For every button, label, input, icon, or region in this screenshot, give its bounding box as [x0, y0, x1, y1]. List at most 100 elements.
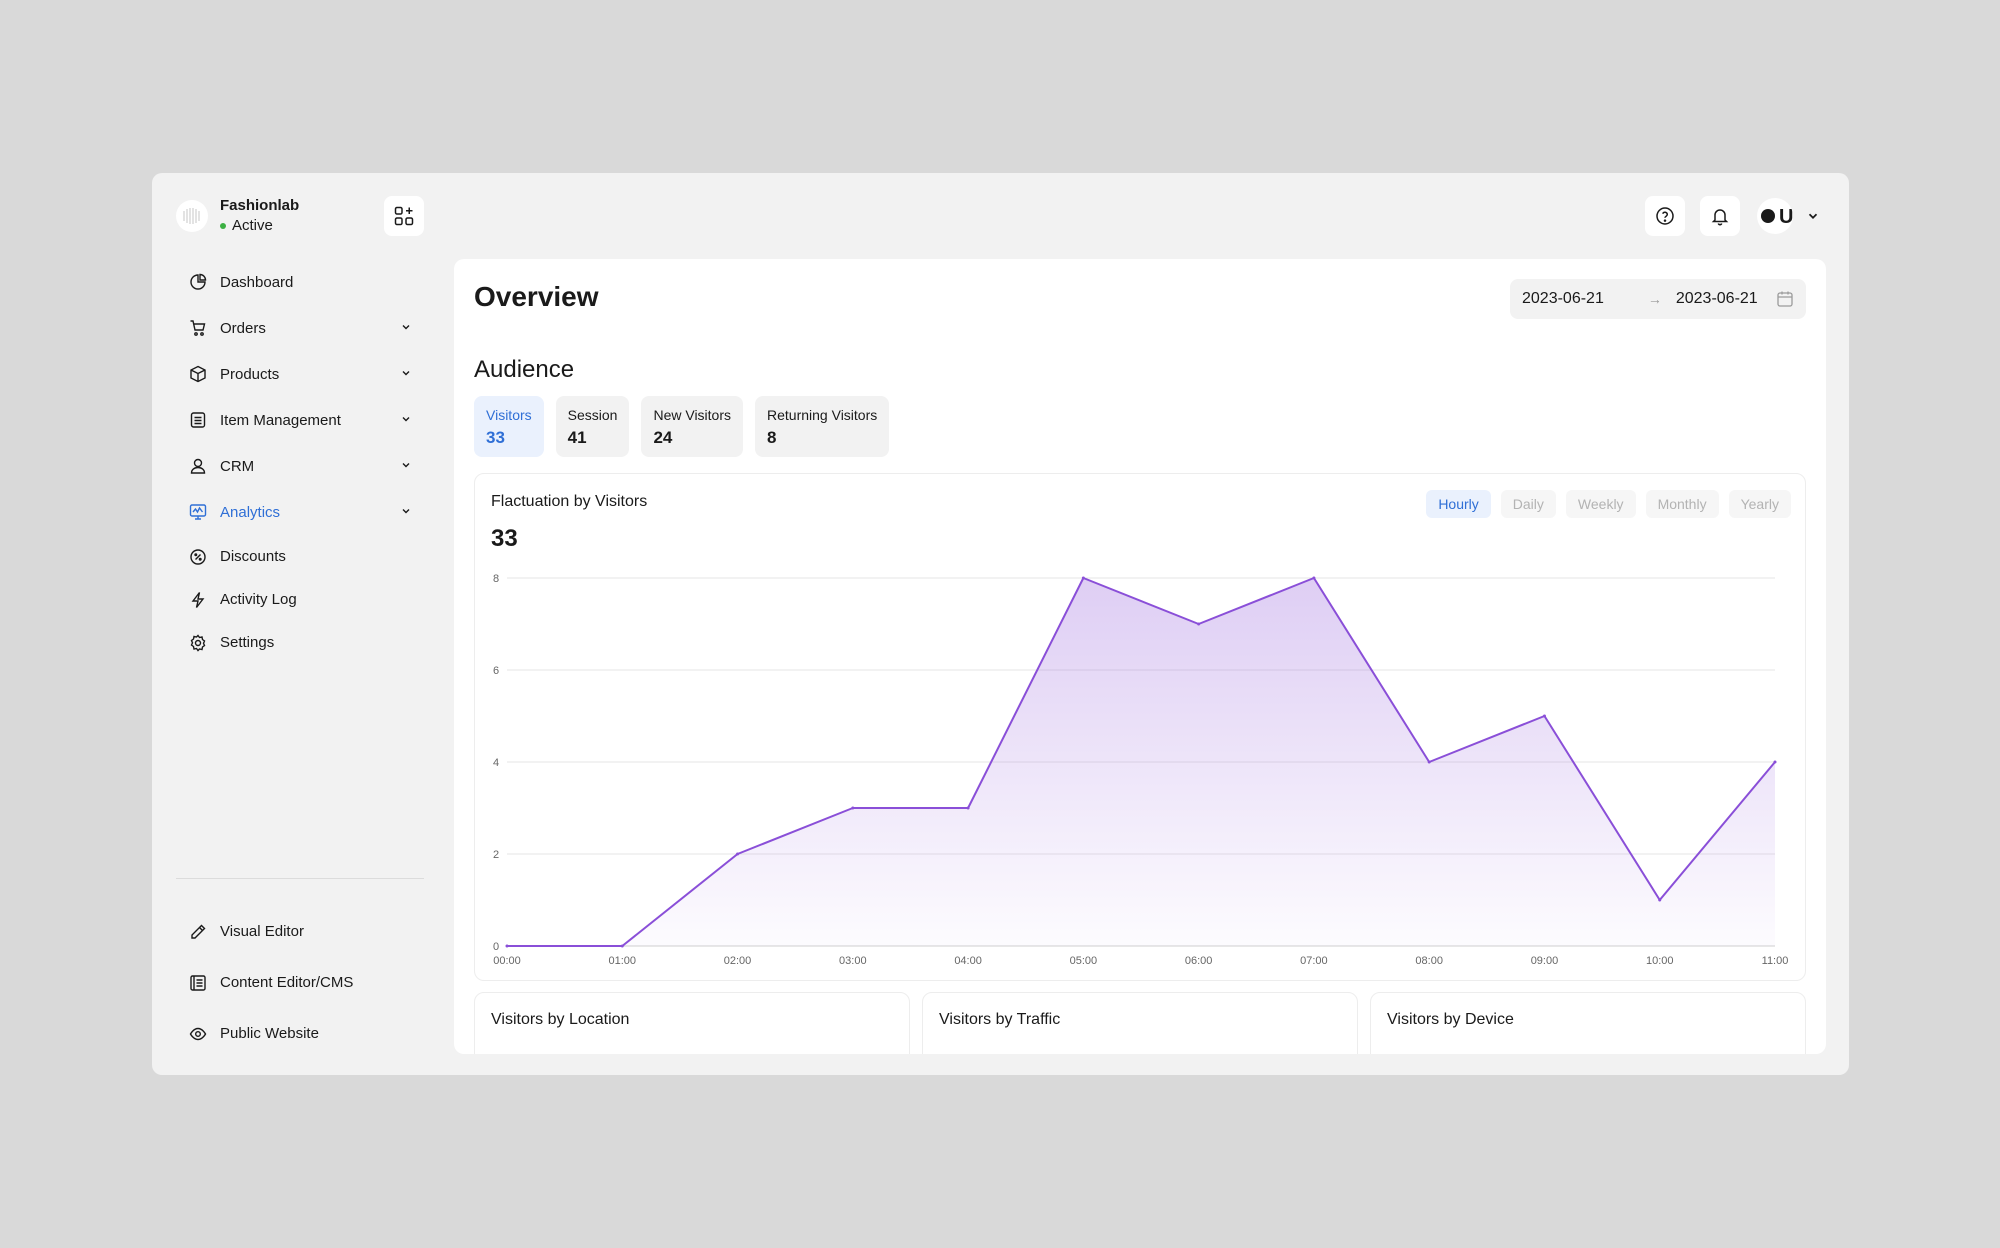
x-tick-label: 03:00	[839, 955, 867, 967]
sidebar-item-crm[interactable]: CRM	[176, 443, 424, 489]
sidebar-item-visual-editor[interactable]: Visual Editor	[176, 906, 424, 957]
sidebar-item-dashboard[interactable]: Dashboard	[176, 259, 424, 305]
pie-chart-icon	[188, 272, 208, 292]
period-tab-yearly[interactable]: Yearly	[1728, 490, 1791, 518]
x-tick-label: 11:00	[1762, 955, 1789, 967]
cms-icon	[188, 973, 208, 993]
period-tab-daily[interactable]: Daily	[1500, 490, 1556, 518]
sidebar-item-item-management[interactable]: Item Management	[176, 397, 424, 443]
y-tick-label: 8	[493, 573, 499, 585]
brand-status: Active	[220, 217, 299, 234]
notifications-button[interactable]	[1700, 196, 1740, 236]
visitors-chart-card: 0 2 4 6 8 00:00 01:00 02:00 03:00 04:00 05:00 06:00…	[474, 473, 1806, 981]
calendar-icon[interactable]	[1776, 290, 1794, 308]
sidebar-item-discounts[interactable]: Discounts	[176, 535, 424, 578]
x-tick-label: 06:00	[1185, 955, 1213, 967]
cart-icon	[188, 318, 208, 338]
metric-value: 24	[653, 428, 673, 447]
sidebar-item-label: Activity Log	[220, 591, 297, 608]
brand[interactable]: Fashionlab Active	[176, 197, 299, 234]
avatar[interactable]: U	[1757, 198, 1793, 234]
user-icon	[188, 456, 208, 476]
visitors-by-device-card: Visitors by Device	[1370, 992, 1806, 1054]
y-tick-label: 4	[493, 757, 499, 769]
metric-tab-new-visitors[interactable]: New Visitors 24	[641, 396, 744, 457]
y-tick-label: 2	[493, 849, 499, 861]
page-title: Overview	[474, 281, 599, 312]
y-tick-label: 0	[493, 941, 499, 953]
chevron-down-icon[interactable]	[400, 320, 412, 337]
data-point	[851, 806, 855, 810]
arrow-right-icon: →	[1647, 291, 1662, 307]
sidebar-item-label: Public Website	[220, 1025, 319, 1042]
chart-total: 33	[491, 525, 518, 552]
period-tab-monthly[interactable]: Monthly	[1645, 490, 1719, 518]
sidebar-item-label: Analytics	[220, 503, 281, 521]
sidebar-nav: Dashboard Orders Products Item Managemen…	[176, 259, 424, 664]
metric-tabs: Visitors 33 Session 41 New Visitors 24 R…	[474, 396, 890, 457]
y-tick-label: 6	[493, 665, 499, 677]
chevron-down-icon[interactable]	[400, 366, 412, 383]
discount-icon	[188, 547, 208, 567]
metric-tab-returning-visitors[interactable]: Returning Visitors 8	[755, 396, 890, 457]
data-point	[1312, 576, 1316, 580]
date-from[interactable]: 2023-06-21	[1522, 290, 1604, 307]
x-tick-label: 09:00	[1531, 955, 1559, 967]
gear-icon	[188, 633, 208, 653]
sidebar-item-label: Visual Editor	[220, 923, 304, 940]
sidebar-bottom-nav: Visual Editor Content Editor/CMS Public …	[176, 906, 424, 1059]
period-tab-hourly[interactable]: Hourly	[1426, 490, 1491, 518]
metric-label: Returning Visitors	[767, 407, 878, 423]
metric-value: 8	[767, 428, 777, 447]
add-app-button[interactable]	[384, 196, 424, 236]
x-tick-label: 10:00	[1646, 955, 1674, 967]
visitors-area-fill	[507, 578, 1775, 946]
period-tab-weekly[interactable]: Weekly	[1565, 490, 1636, 518]
chevron-down-icon[interactable]	[400, 458, 412, 475]
sidebar-item-content-editor[interactable]: Content Editor/CMS	[176, 957, 424, 1008]
eye-icon	[188, 1024, 208, 1044]
list-icon	[188, 410, 208, 430]
sidebar-item-label: Content Editor/CMS	[220, 974, 354, 991]
metric-label: New Visitors	[653, 407, 732, 423]
sidebar-item-products[interactable]: Products	[176, 351, 424, 397]
metric-tab-visitors[interactable]: Visitors 33	[474, 396, 544, 457]
metric-value: 41	[567, 428, 587, 447]
status-dot	[220, 222, 226, 229]
sidebar-item-settings[interactable]: Settings	[176, 621, 424, 664]
data-point	[736, 852, 740, 856]
apps-add-icon	[394, 206, 414, 226]
data-point	[1197, 622, 1201, 626]
sidebar-item-orders[interactable]: Orders	[176, 305, 424, 351]
metric-tab-session[interactable]: Session 41	[555, 396, 630, 457]
data-point	[505, 944, 509, 948]
chevron-down-icon[interactable]	[400, 504, 412, 521]
chevron-down-icon[interactable]	[400, 412, 412, 429]
data-point	[1658, 898, 1662, 902]
date-to[interactable]: 2023-06-21	[1675, 290, 1758, 307]
chevron-down-icon	[1808, 213, 1818, 219]
card-title: Visitors by Location	[491, 1011, 630, 1028]
brand-name: Fashionlab	[220, 197, 300, 214]
visitors-by-location-card: Visitors by Location	[474, 992, 910, 1054]
sidebar-item-label: Dashboard	[220, 273, 294, 291]
avatar-initial: U	[1779, 206, 1793, 228]
sidebar-item-activity-log[interactable]: Activity Log	[176, 578, 424, 621]
brand-logo	[176, 199, 208, 232]
sidebar-item-analytics[interactable]: Analytics	[176, 489, 424, 535]
metric-label: Visitors	[486, 407, 532, 423]
help-button[interactable]	[1645, 196, 1685, 236]
period-tabs: Hourly Daily Weekly Monthly Yearly	[1426, 490, 1791, 518]
visitors-series-line	[507, 577, 1776, 947]
account-menu-toggle[interactable]	[1806, 209, 1820, 228]
sidebar-item-label: Orders	[220, 319, 266, 337]
main-panel: Overview 2023-06-21 → 2023-06-21 Audienc…	[454, 259, 1826, 1054]
box-icon	[188, 364, 208, 384]
sidebar-item-public-website[interactable]: Public Website	[176, 1008, 424, 1059]
x-tick-label: 04:00	[954, 955, 982, 967]
data-point	[1773, 760, 1777, 764]
date-range-picker[interactable]: 2023-06-21 → 2023-06-21	[1510, 279, 1806, 319]
sidebar-divider	[176, 878, 424, 879]
brand-status-label: Active	[232, 217, 273, 234]
visitors-area-chart: 0 2 4 6 8 00:00 01:00 02:00 03:00 04:00 05:00 06:00…	[493, 573, 1789, 967]
